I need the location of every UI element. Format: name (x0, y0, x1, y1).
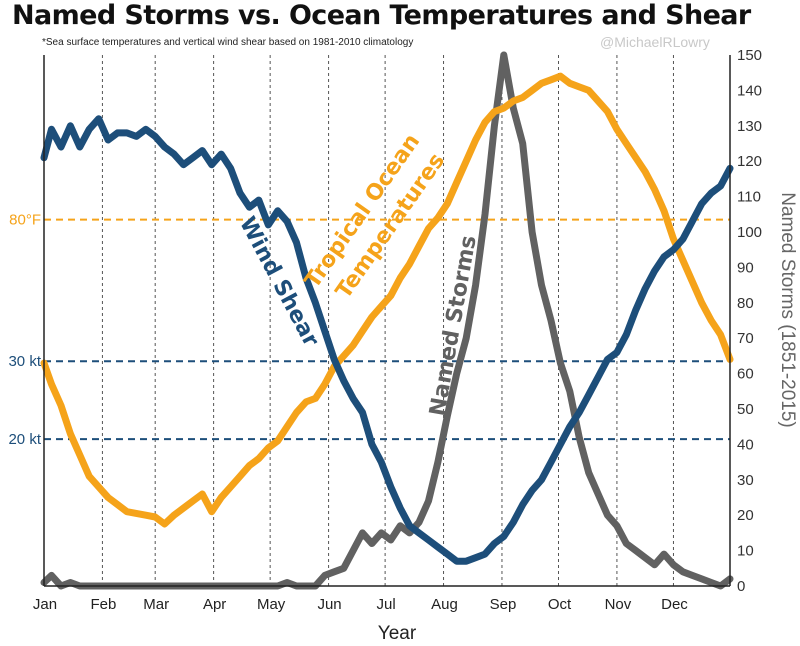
x-tick-label-8: Sep (490, 596, 517, 613)
y-tick-label-0: 0 (737, 578, 745, 595)
y-tick-label-8: 80 (737, 295, 754, 312)
y-tick-label-15: 150 (737, 47, 762, 64)
series-line-1 (40, 115, 734, 565)
month-gridlines (101, 55, 674, 586)
x-axis-title: Year (378, 623, 417, 644)
y-tick-label-5: 50 (737, 401, 754, 418)
y-tick-label-9: 90 (737, 259, 754, 276)
y-tick-label-11: 110 (737, 189, 761, 206)
series-line-2 (40, 51, 734, 590)
x-tick-label-7: Aug (431, 596, 458, 613)
series-line-0 (40, 72, 734, 528)
right-y-axis-title: Named Storms (1851-2015) (777, 192, 798, 428)
x-tick-label-9: Oct (548, 596, 572, 613)
right-y-tick-labels: 0 10 20 30 40 50 60 70 80 90 100 110 120 130 140 150 (737, 47, 762, 595)
chart-title: Named Storms vs. Ocean Temperatures and … (12, 0, 751, 31)
y-tick-label-7: 70 (737, 330, 754, 347)
y-tick-label-3: 30 (737, 472, 754, 489)
y-tick-label-14: 140 (737, 82, 762, 99)
chart-subtitle: *Sea surface temperatures and vertical w… (42, 37, 414, 48)
y-tick-label-1: 10 (737, 543, 754, 560)
y-tick-label-4: 40 (737, 436, 754, 453)
x-tick-label-6: Jul (377, 596, 396, 613)
storms-label: Named Storms (425, 234, 481, 418)
watermark: @MichaelRLowry (600, 34, 710, 50)
y-tick-label-13: 130 (737, 118, 762, 135)
series-lines (40, 51, 734, 590)
x-tick-label-0: Jan (33, 596, 57, 613)
x-tick-label-2: Mar (143, 596, 169, 613)
reference-label-0: 80°F (9, 212, 41, 229)
x-tick-label-3: Apr (203, 596, 226, 613)
reference-label-1: 30 kt (8, 353, 41, 370)
plot-frame (43, 55, 731, 587)
y-tick-label-2: 20 (737, 507, 754, 524)
x-tick-label-11: Dec (661, 596, 688, 613)
y-tick-label-10: 100 (737, 224, 762, 241)
reference-lines: 80°F 30 kt 20 kt (8, 212, 730, 448)
x-tick-label-5: Jun (317, 596, 341, 613)
x-tick-label-1: Feb (90, 596, 116, 613)
x-tick-labels: Jan Feb Mar Apr May Jun Jul Aug Sep Oct Nov Dec (33, 596, 688, 613)
y-tick-label-12: 120 (737, 153, 762, 170)
reference-label-2: 20 kt (8, 431, 41, 448)
x-tick-label-10: Nov (605, 596, 632, 613)
x-tick-label-4: May (257, 596, 286, 613)
y-tick-label-6: 60 (737, 366, 754, 383)
